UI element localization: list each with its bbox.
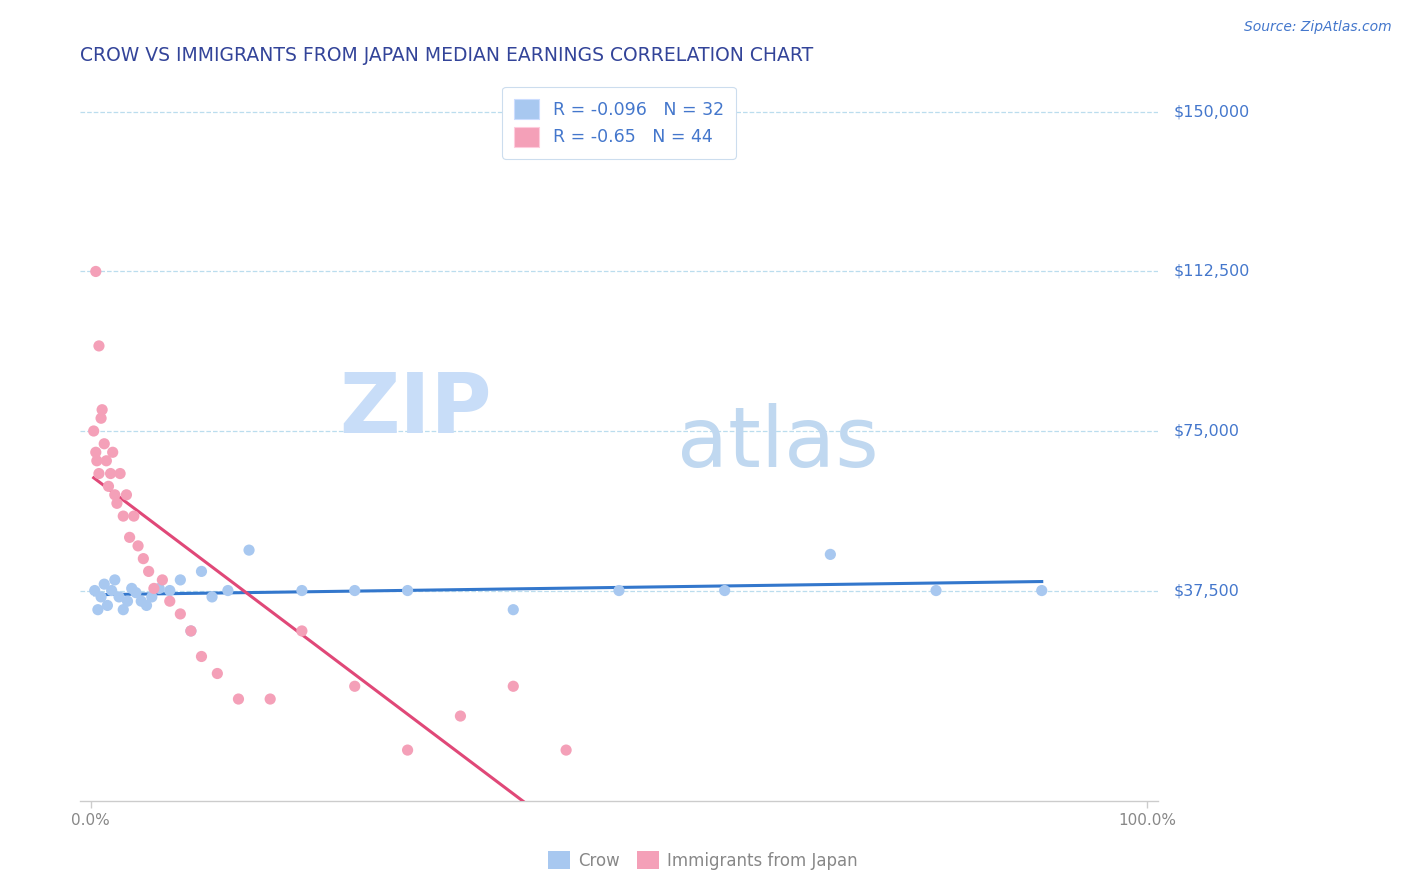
Point (555, 743, 578, 757)
Point (90, 411, 112, 425)
Text: $112,500: $112,500 (1174, 264, 1250, 279)
Point (291, 624, 314, 638)
Point (1031, 583, 1053, 598)
Point (343, 679, 366, 693)
Point (713, 583, 735, 598)
Point (180, 624, 202, 638)
Point (259, 692, 281, 706)
Point (93, 577, 115, 591)
Point (201, 590, 224, 604)
Text: Source: ZipAtlas.com: Source: ZipAtlas.com (1244, 20, 1392, 34)
Point (142, 582, 165, 596)
Point (86, 454, 108, 468)
Point (84, 264, 107, 278)
Point (125, 585, 148, 599)
Point (169, 573, 191, 587)
Point (96, 454, 118, 468)
Point (148, 582, 170, 596)
Point (159, 594, 181, 608)
Point (150, 573, 173, 587)
Point (91, 402, 114, 417)
Legend: R = -0.096   N = 32, R = -0.65   N = 44: R = -0.096 N = 32, R = -0.65 N = 44 (502, 87, 735, 159)
Point (97, 479, 120, 493)
Point (180, 624, 202, 638)
Point (100, 583, 122, 598)
Point (396, 583, 419, 598)
Point (925, 583, 948, 598)
Point (101, 445, 124, 459)
Point (87, 467, 110, 481)
Point (217, 583, 239, 598)
Point (169, 607, 191, 621)
Point (104, 488, 127, 502)
Text: $150,000: $150,000 (1174, 104, 1250, 120)
Point (396, 743, 419, 757)
Point (112, 603, 135, 617)
Point (121, 582, 143, 596)
Point (100, 467, 122, 481)
Point (190, 565, 212, 579)
Point (135, 599, 157, 613)
Point (87, 339, 110, 353)
Point (141, 590, 163, 604)
Legend: Crow, Immigrants from Japan: Crow, Immigrants from Japan (541, 845, 865, 877)
Point (108, 467, 131, 481)
Point (138, 565, 160, 579)
Point (117, 594, 139, 608)
Text: atlas: atlas (676, 403, 879, 484)
Point (820, 548, 842, 562)
Point (112, 509, 135, 524)
Text: $75,000: $75,000 (1174, 424, 1240, 439)
Point (118, 530, 141, 544)
Point (127, 539, 149, 553)
Point (291, 583, 314, 598)
Point (238, 543, 260, 558)
Point (132, 551, 155, 566)
Point (207, 666, 229, 681)
Point (502, 603, 524, 617)
Point (502, 679, 524, 693)
Text: $37,500: $37,500 (1174, 583, 1240, 598)
Point (108, 590, 131, 604)
Point (607, 583, 630, 598)
Point (115, 488, 138, 502)
Point (90, 590, 112, 604)
Point (93, 436, 115, 450)
Text: ZIP: ZIP (340, 369, 492, 450)
Point (122, 509, 145, 524)
Point (96, 599, 118, 613)
Point (105, 496, 128, 510)
Point (129, 594, 152, 608)
Point (87, 603, 110, 617)
Point (449, 709, 471, 723)
Point (84, 445, 107, 459)
Point (190, 649, 212, 664)
Point (343, 583, 366, 598)
Point (104, 573, 127, 587)
Point (228, 692, 250, 706)
Point (159, 583, 181, 598)
Point (83, 424, 105, 438)
Text: CROW VS IMMIGRANTS FROM JAPAN MEDIAN EARNINGS CORRELATION CHART: CROW VS IMMIGRANTS FROM JAPAN MEDIAN EAR… (80, 46, 813, 65)
Point (83, 583, 105, 598)
